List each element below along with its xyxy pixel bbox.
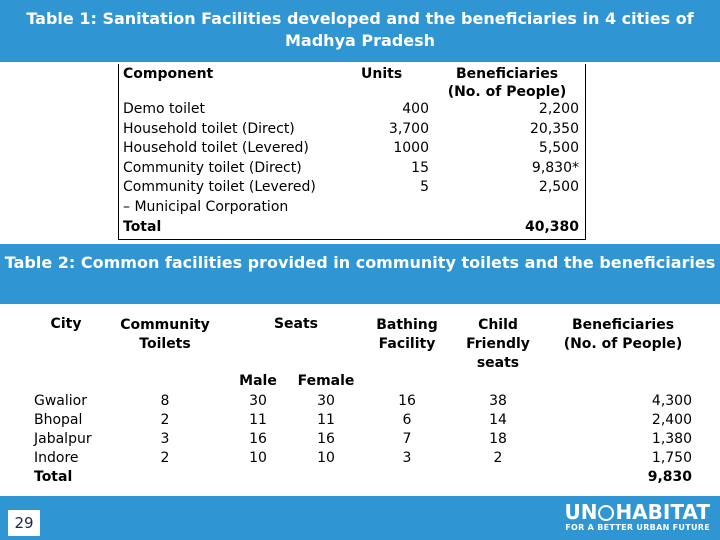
table1-row-component: Community toilet (Levered) bbox=[123, 179, 316, 195]
table1: Component Units Beneficiaries (No. of Pe… bbox=[118, 64, 586, 240]
logo-habitat: HABITAT bbox=[615, 500, 710, 524]
table1-title: Table 1: Sanitation Facilities developed… bbox=[26, 9, 694, 50]
table1-row-beneficiaries: 20,350 bbox=[530, 120, 579, 137]
table1-header-beneficiaries: Beneficiaries (No. of People) bbox=[447, 66, 567, 100]
table2-row-bathing: 3 bbox=[402, 450, 412, 466]
table2-row-child: 14 bbox=[489, 412, 507, 428]
table1-row-beneficiaries: 9,830* bbox=[531, 159, 579, 176]
table2-row-toilets: 3 bbox=[160, 431, 170, 447]
table1-row-units: 5 bbox=[420, 179, 429, 195]
table2-row-female: 16 bbox=[317, 431, 335, 447]
table2-row-beneficiaries: 4,300 bbox=[651, 393, 692, 409]
table2-row-male: 11 bbox=[249, 412, 267, 428]
table2-row-female: 30 bbox=[317, 393, 335, 409]
table2-title-banner: Table 2: Common facilities provided in c… bbox=[0, 244, 720, 304]
table2-row-bathing: 7 bbox=[402, 431, 412, 447]
table2-row-city: Bhopal bbox=[34, 412, 83, 428]
table2-row-city: Indore bbox=[34, 450, 79, 466]
table2-total-label: Total bbox=[34, 469, 73, 485]
table2-header-female: Female bbox=[297, 373, 355, 389]
table1-row-units: 15 bbox=[411, 159, 429, 176]
table1-row-units: 3,700 bbox=[388, 120, 429, 137]
table2-header-child-friendly: Child Friendly seats bbox=[466, 317, 530, 371]
table1-row-beneficiaries: 2,200 bbox=[538, 101, 579, 117]
table1-row-component: Demo toilet bbox=[123, 101, 205, 117]
table1-header-component: Component bbox=[123, 66, 214, 82]
table2-row-toilets: 2 bbox=[160, 412, 170, 428]
table2-row-beneficiaries: 1,750 bbox=[651, 450, 692, 466]
table2-header-seats: Seats bbox=[273, 316, 319, 332]
table2-row-city: Jabalpur bbox=[34, 431, 92, 447]
table1-row-component: Household toilet (Direct) bbox=[123, 120, 295, 137]
table1-row-component: – Municipal Corporation bbox=[123, 198, 289, 215]
table2-row-child: 18 bbox=[489, 431, 507, 447]
table2-row-beneficiaries: 1,380 bbox=[651, 431, 692, 447]
table1-total-label: Total bbox=[123, 219, 162, 235]
table2-row-toilets: 2 bbox=[160, 450, 170, 466]
table2-header-beneficiaries: Beneficiaries (No. of People) bbox=[563, 317, 683, 352]
table2-row-male: 30 bbox=[249, 393, 267, 409]
table2-total-beneficiaries: 9,830 bbox=[647, 469, 692, 485]
table1-row-component: Household toilet (Levered) bbox=[123, 140, 309, 156]
table2-header-male: Male bbox=[239, 373, 277, 389]
table2-row-bathing: 16 bbox=[398, 393, 416, 409]
table2-header-community-toilets: Community Toilets bbox=[120, 317, 210, 352]
un-habitat-logo: UN HABITAT FOR A BETTER URBAN FUTURE bbox=[564, 501, 710, 533]
table1-row-beneficiaries: 5,500 bbox=[538, 140, 579, 156]
table1-header-units: Units bbox=[361, 66, 403, 82]
table2-row-female: 10 bbox=[317, 450, 335, 466]
table1-total-beneficiaries: 40,380 bbox=[524, 219, 579, 235]
logo-tagline: FOR A BETTER URBAN FUTURE bbox=[565, 523, 710, 532]
table2-row-beneficiaries: 2,400 bbox=[651, 412, 692, 428]
table2-row-male: 10 bbox=[249, 450, 267, 466]
table2-row-male: 16 bbox=[249, 431, 267, 447]
table2-header-bathing: Bathing Facility bbox=[376, 317, 438, 352]
logo-un: UN bbox=[564, 500, 598, 524]
table2-row-toilets: 8 bbox=[160, 393, 170, 409]
table2-title: Table 2: Common facilities provided in c… bbox=[4, 253, 716, 272]
table1-row-units: 1000 bbox=[393, 140, 429, 156]
table2-row-female: 11 bbox=[317, 412, 335, 428]
table2-header-city: City bbox=[50, 316, 82, 332]
table2: City Community Toilets Seats Bathing Fac… bbox=[26, 314, 698, 490]
table2-row-child: 38 bbox=[489, 393, 507, 409]
table1-row-component: Community toilet (Direct) bbox=[123, 159, 302, 176]
table2-row-city: Gwalior bbox=[34, 393, 87, 409]
table2-row-child: 2 bbox=[493, 450, 503, 466]
table1-row-beneficiaries: 2,500 bbox=[538, 179, 579, 195]
page-number: 29 bbox=[8, 510, 40, 536]
table1-row-units: 400 bbox=[402, 101, 429, 117]
table1-title-banner: Table 1: Sanitation Facilities developed… bbox=[0, 0, 720, 62]
globe-icon bbox=[598, 505, 615, 521]
table2-row-bathing: 6 bbox=[402, 412, 412, 428]
